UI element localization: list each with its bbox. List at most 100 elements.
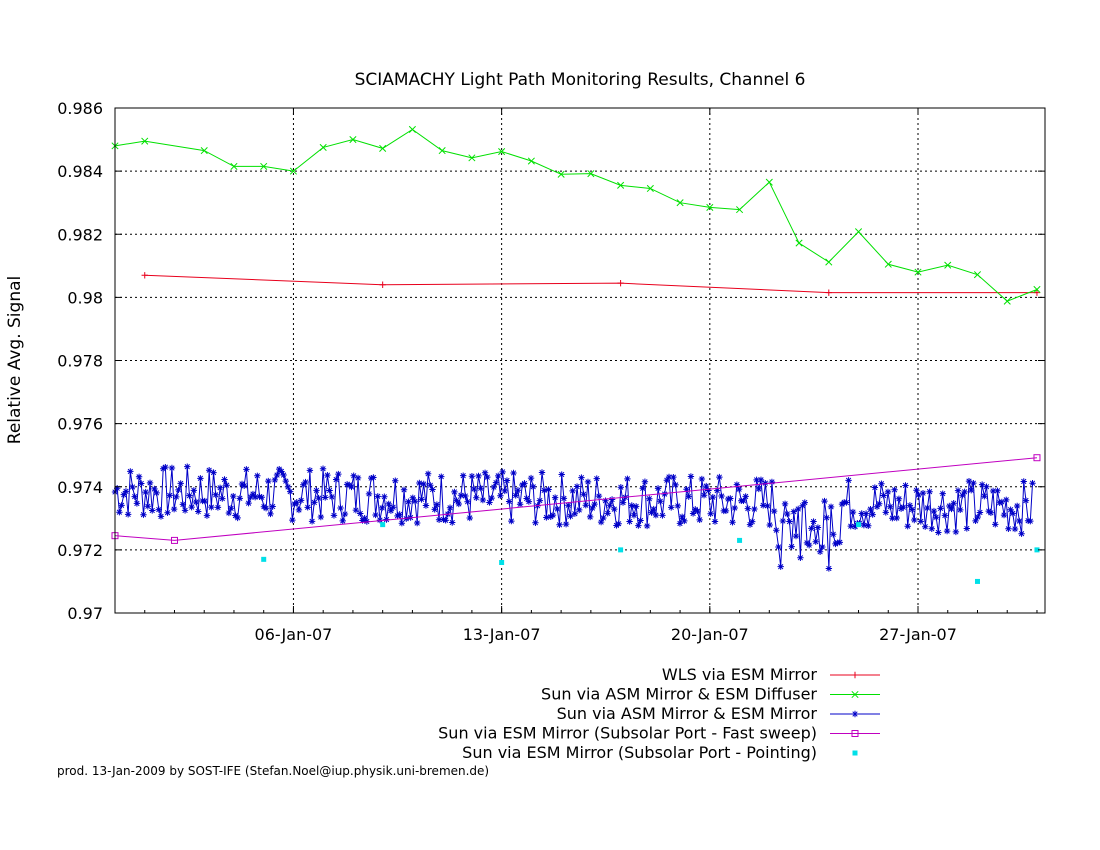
data-point bbox=[120, 491, 127, 498]
data-point bbox=[468, 154, 476, 162]
data-point bbox=[422, 502, 430, 509]
data-point bbox=[954, 487, 962, 494]
data-point bbox=[551, 494, 559, 501]
data-point bbox=[915, 491, 922, 499]
data-point bbox=[170, 536, 178, 544]
data-point bbox=[919, 489, 927, 497]
data-point bbox=[488, 494, 495, 502]
data-point bbox=[240, 482, 248, 490]
data-point bbox=[413, 519, 421, 527]
data-point bbox=[727, 495, 734, 502]
data-point bbox=[308, 518, 316, 525]
data-point bbox=[297, 497, 305, 504]
data-point bbox=[718, 492, 725, 500]
data-point bbox=[742, 493, 749, 500]
data-point bbox=[1027, 517, 1034, 525]
data-point bbox=[593, 475, 600, 482]
data-point bbox=[706, 203, 714, 211]
data-point bbox=[195, 508, 202, 515]
data-point bbox=[889, 514, 896, 522]
data-point bbox=[689, 510, 697, 517]
data-point bbox=[801, 499, 808, 506]
data-point bbox=[882, 509, 889, 516]
data-point bbox=[337, 504, 344, 512]
data-point bbox=[319, 143, 327, 152]
data-point bbox=[470, 485, 478, 493]
data-point bbox=[427, 482, 434, 489]
data-point bbox=[514, 487, 522, 494]
data-point bbox=[891, 486, 898, 493]
data-point bbox=[799, 502, 806, 509]
data-point bbox=[473, 494, 480, 501]
data-point bbox=[967, 486, 975, 494]
data-point bbox=[319, 465, 327, 472]
data-point bbox=[895, 495, 903, 502]
y-tick-label: 0.978 bbox=[57, 352, 103, 371]
data-point bbox=[532, 519, 539, 526]
axis-ticks bbox=[114, 107, 1045, 614]
data-point bbox=[343, 481, 351, 488]
data-point bbox=[852, 750, 858, 756]
data-point bbox=[812, 538, 819, 545]
data-point bbox=[149, 507, 156, 514]
data-point bbox=[851, 523, 859, 530]
data-point bbox=[705, 487, 712, 494]
data-point bbox=[941, 512, 949, 519]
data-point bbox=[365, 490, 373, 498]
data-point bbox=[300, 481, 307, 488]
data-point bbox=[970, 479, 977, 487]
data-point bbox=[959, 492, 966, 499]
data-point bbox=[904, 522, 911, 530]
data-point bbox=[573, 483, 581, 490]
data-point bbox=[293, 499, 300, 506]
data-point bbox=[893, 514, 900, 522]
data-point bbox=[639, 485, 646, 492]
data-point bbox=[396, 511, 403, 518]
data-point bbox=[499, 468, 506, 476]
data-point bbox=[557, 170, 565, 178]
data-point bbox=[851, 671, 859, 679]
data-point bbox=[278, 468, 285, 475]
data-point bbox=[260, 162, 268, 170]
series-filled-square bbox=[261, 522, 1040, 584]
data-point bbox=[113, 485, 121, 492]
data-point bbox=[124, 511, 132, 518]
legend-label: WLS via ESM Mirror bbox=[662, 665, 818, 684]
data-point bbox=[983, 483, 990, 490]
data-point bbox=[162, 463, 169, 471]
data-point bbox=[757, 476, 765, 484]
data-point bbox=[116, 508, 123, 516]
data-point bbox=[880, 492, 887, 499]
data-point bbox=[795, 239, 803, 247]
data-point bbox=[615, 520, 622, 527]
data-point bbox=[141, 272, 148, 279]
y-tick-label: 0.98 bbox=[67, 288, 103, 307]
data-point bbox=[280, 471, 287, 479]
data-point bbox=[221, 476, 228, 483]
data-point bbox=[770, 507, 778, 515]
data-point bbox=[862, 510, 870, 517]
series-star bbox=[111, 463, 1036, 572]
data-point bbox=[133, 500, 141, 507]
data-point bbox=[258, 494, 265, 501]
data-point bbox=[525, 498, 533, 505]
data-point bbox=[508, 517, 515, 525]
data-point bbox=[262, 505, 270, 512]
data-point bbox=[540, 487, 548, 494]
data-point bbox=[311, 499, 318, 506]
data-point bbox=[173, 493, 180, 501]
data-point bbox=[495, 472, 502, 480]
data-point bbox=[786, 518, 793, 525]
data-point bbox=[141, 137, 149, 145]
data-point bbox=[781, 500, 789, 508]
data-point bbox=[330, 512, 338, 519]
data-point bbox=[354, 474, 362, 482]
data-point bbox=[190, 487, 198, 494]
data-point bbox=[694, 507, 701, 515]
data-point bbox=[619, 499, 627, 506]
data-point bbox=[400, 486, 408, 494]
data-point bbox=[914, 268, 922, 276]
data-point bbox=[398, 519, 406, 527]
data-point bbox=[203, 512, 211, 519]
data-point bbox=[225, 509, 233, 517]
